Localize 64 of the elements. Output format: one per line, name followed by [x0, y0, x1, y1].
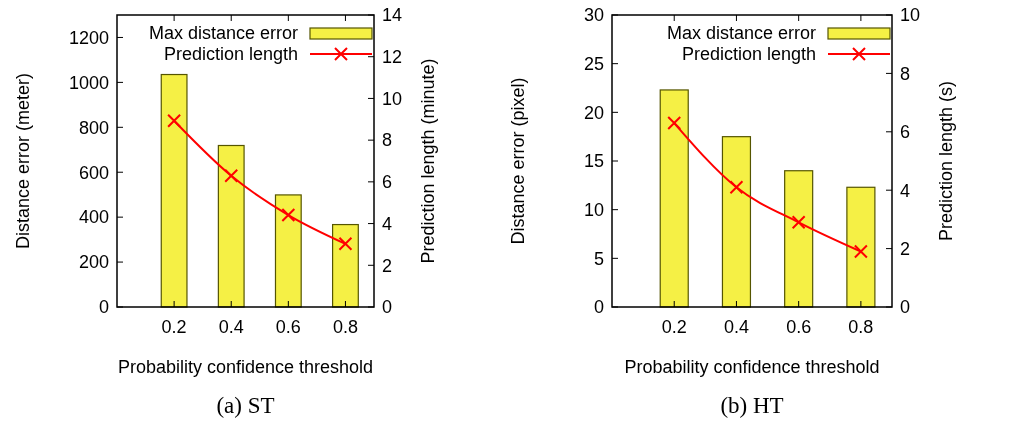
- point: [281, 208, 296, 223]
- text: (b) HT: [720, 393, 784, 418]
- y-tick-label: 1200: [68, 27, 109, 48]
- x-tick-label: 0.8: [848, 317, 874, 337]
- y2-tick-label: 0: [900, 297, 911, 318]
- y2-tick-label: 4: [382, 213, 393, 234]
- point: [224, 168, 239, 183]
- bar: [659, 89, 689, 308]
- y2-tick-label: 8: [900, 63, 911, 84]
- x-tick-label: 0.4: [218, 317, 244, 337]
- y2-tick-label: 2: [900, 238, 911, 259]
- legend-label: Max distance error: [148, 23, 298, 44]
- point: [791, 215, 806, 230]
- text: (a) ST: [216, 393, 275, 418]
- y-tick-label: 0: [98, 297, 109, 318]
- bar: [217, 144, 245, 308]
- x-axis-title: Probability confidence threshold: [624, 357, 880, 377]
- y-axis-title: Distance error (meter): [13, 72, 33, 250]
- bar: [331, 223, 359, 308]
- x-tick-label: 0.6: [786, 317, 812, 337]
- y-tick-label: 25: [583, 53, 604, 74]
- point: [729, 180, 744, 195]
- point: [667, 116, 682, 131]
- x-axis-title: Probability confidence threshold: [117, 357, 374, 377]
- y-tick-label: 1000: [68, 72, 109, 93]
- y-tick-label: 15: [583, 151, 604, 172]
- y-tick-label: 5: [593, 248, 604, 269]
- y-tick-label: 400: [78, 207, 109, 228]
- legend-label: Max distance error: [666, 23, 816, 44]
- y2-tick-label: 10: [900, 5, 921, 26]
- bar: [784, 170, 814, 308]
- y2-tick-label: 14: [382, 5, 403, 26]
- point: [167, 113, 182, 128]
- y-tick-label: 200: [78, 252, 109, 273]
- y-tick-label: 30: [583, 5, 604, 26]
- point: [338, 236, 353, 251]
- y-tick-label: 800: [78, 117, 109, 138]
- bar: [274, 194, 302, 308]
- y2-tick-label: 6: [382, 172, 393, 193]
- x-tick-label: 0.2: [661, 317, 687, 337]
- legend-label: Prediction length: [163, 44, 298, 65]
- x-tick-label: 0.4: [723, 317, 749, 337]
- point: [853, 244, 868, 259]
- y2-tick-label: 4: [900, 180, 911, 201]
- y2-axis-title: Prediction length (s): [936, 80, 956, 242]
- y2-tick-label: 2: [382, 255, 393, 276]
- y2-tick-label: 0: [382, 297, 393, 318]
- y2-tick-label: 8: [382, 130, 393, 151]
- y-tick-label: 0: [593, 297, 604, 318]
- y-tick-label: 600: [78, 162, 109, 183]
- x-tick-label: 0.2: [161, 317, 187, 337]
- y2-tick-label: 12: [382, 47, 403, 68]
- y-axis-title: Distance error (pixel): [508, 77, 528, 245]
- y-tick-label: 10: [583, 199, 604, 220]
- bar: [160, 73, 188, 308]
- y2-tick-label: 6: [900, 122, 911, 143]
- x-tick-label: 0.8: [332, 317, 358, 337]
- bar: [846, 186, 876, 308]
- y2-tick-label: 10: [382, 88, 403, 109]
- y-tick-label: 20: [583, 102, 604, 123]
- legend-label: Prediction length: [681, 44, 816, 65]
- bar: [721, 136, 752, 308]
- y2-axis-title: Prediction length (minute): [418, 58, 438, 264]
- x-tick-label: 0.6: [275, 317, 301, 337]
